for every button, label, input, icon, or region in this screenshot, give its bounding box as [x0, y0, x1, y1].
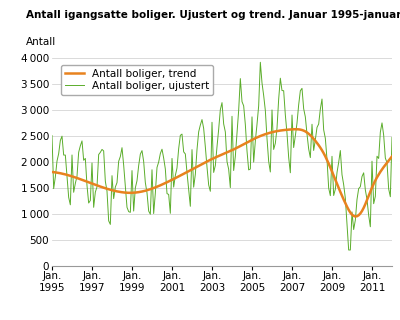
Antall boliger, ujustert	[50, 134, 54, 138]
Legend: Antall boliger, trend, Antall boliger, ujustert: Antall boliger, trend, Antall boliger, u…	[61, 65, 213, 95]
Line: Antall boliger, trend: Antall boliger, trend	[52, 129, 392, 216]
Antall boliger, ujustert	[363, 188, 368, 192]
Antall boliger, trend	[256, 135, 261, 139]
Antall boliger, ujustert	[93, 190, 98, 194]
Antall boliger, trend	[390, 155, 394, 158]
Antall boliger, trend	[93, 183, 98, 187]
Antall boliger, ujustert	[236, 108, 241, 112]
Antall boliger, trend	[50, 170, 54, 174]
Antall boliger, trend	[363, 202, 368, 206]
Text: Antall: Antall	[26, 37, 56, 47]
Antall boliger, trend	[236, 145, 241, 149]
Antall boliger, ujustert	[346, 248, 351, 252]
Antall boliger, ujustert	[281, 89, 286, 92]
Antall boliger, trend	[280, 128, 284, 132]
Antall boliger, ujustert	[258, 60, 263, 64]
Antall boliger, trend	[263, 132, 268, 136]
Antall boliger, ujustert	[256, 104, 261, 108]
Antall boliger, trend	[293, 127, 298, 131]
Antall boliger, trend	[353, 214, 358, 218]
Antall boliger, ujustert	[265, 136, 270, 140]
Line: Antall boliger, ujustert: Antall boliger, ujustert	[52, 62, 392, 250]
Text: Antall igangsatte boliger. Ujustert og trend. Januar 1995-januar 2012: Antall igangsatte boliger. Ujustert og t…	[26, 10, 400, 20]
Antall boliger, ujustert	[390, 136, 394, 140]
